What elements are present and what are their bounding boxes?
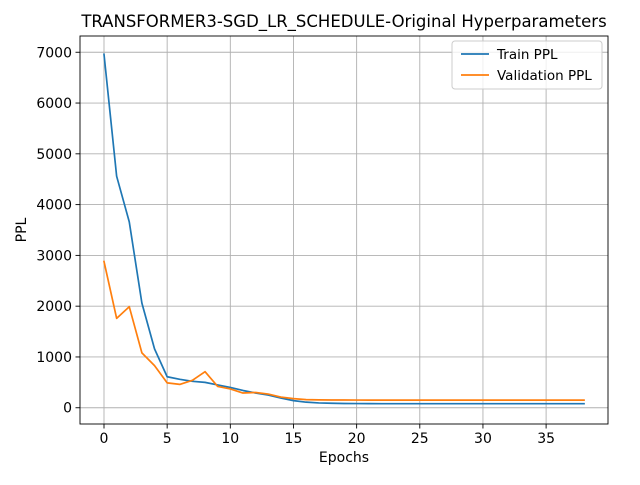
y-axis-label: PPL <box>14 217 30 242</box>
y-tick-label: 5000 <box>36 147 72 163</box>
x-tick-label: 10 <box>221 431 239 447</box>
plot-frame <box>79 35 609 425</box>
y-tick-label: 3000 <box>36 248 72 264</box>
grid-layer <box>80 36 608 424</box>
legend-box <box>451 40 603 90</box>
x-tick-label: 30 <box>474 431 492 447</box>
y-tick-label: 2000 <box>36 299 72 315</box>
x-tick-label: 20 <box>348 431 366 447</box>
y-tick-label: 6000 <box>36 96 72 112</box>
legend-entry-label: Train PPL <box>496 47 558 63</box>
x-tick-label: 0 <box>100 431 109 447</box>
legend: Train PPL Validation PPL <box>451 40 603 90</box>
y-tick-label: 1000 <box>36 350 72 366</box>
x-axis-label: Epochs <box>319 450 369 466</box>
ticks-layer: 0 5 10 15 20 25 30 35 0 1000 2000 3000 4000 5000 6000 7… <box>36 45 555 447</box>
series-line-validation-ppl <box>102 260 585 401</box>
y-tick-label: 4000 <box>36 198 72 214</box>
chart-title: TRANSFORMER3-SGD_LR_SCHEDULE-Original Hy… <box>80 12 606 32</box>
y-tick-label: 7000 <box>36 45 72 61</box>
series-layer <box>102 53 585 405</box>
x-tick-label: 25 <box>411 431 429 447</box>
y-tick-label: 0 <box>63 401 72 417</box>
series-line-train-ppl <box>103 53 585 405</box>
x-tick-label: 5 <box>163 431 172 447</box>
legend-entry-label: Validation PPL <box>497 68 592 84</box>
x-tick-label: 15 <box>285 431 303 447</box>
x-tick-label: 35 <box>537 431 555 447</box>
